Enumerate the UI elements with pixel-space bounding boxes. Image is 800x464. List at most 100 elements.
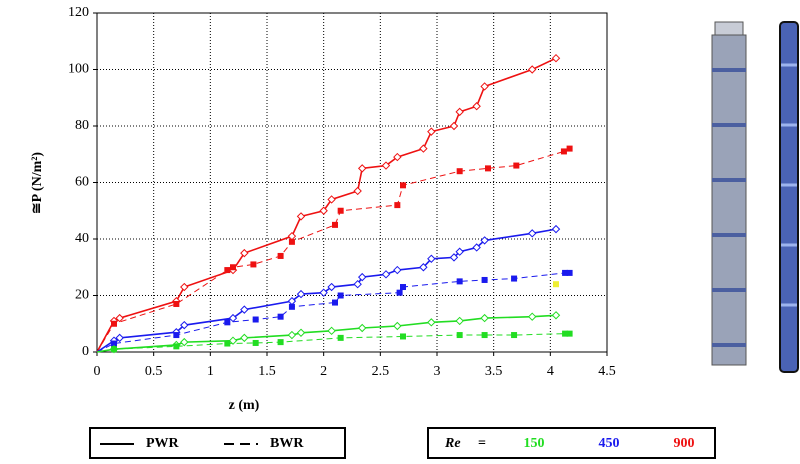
square-marker [485, 165, 491, 171]
x-tick-label: 0.5 [145, 364, 163, 379]
square-marker [482, 277, 488, 283]
diamond-marker [298, 329, 305, 336]
y-tick-label: 120 [68, 5, 89, 20]
pwr-assembly-illustration [712, 22, 746, 365]
diamond-marker [473, 103, 480, 110]
square-marker [457, 332, 463, 338]
square-marker [224, 319, 230, 325]
diamond-marker [420, 145, 427, 152]
diamond-marker [529, 230, 536, 237]
square-marker [513, 163, 519, 169]
diamond-marker [181, 284, 188, 291]
diamond-marker [529, 66, 536, 73]
x-tick-label: 2.5 [372, 364, 390, 379]
square-marker [400, 182, 406, 188]
square-marker [400, 333, 406, 339]
diamond-marker [354, 187, 361, 194]
square-marker [250, 261, 256, 267]
diamond-marker [428, 319, 435, 326]
diamond-marker [181, 339, 188, 346]
square-marker [332, 222, 338, 228]
diamond-marker [383, 271, 390, 278]
diamond-marker [288, 332, 295, 339]
diamond-marker [359, 165, 366, 172]
square-marker [338, 293, 344, 299]
square-marker [400, 284, 406, 290]
diamond-marker [359, 324, 366, 331]
square-marker [567, 146, 573, 152]
y-tick-label: 40 [75, 231, 89, 246]
diamond-marker [451, 123, 458, 130]
diamond-marker [394, 323, 401, 330]
legend-re-value: 900 [674, 436, 695, 451]
square-marker [173, 343, 179, 349]
series-line [97, 58, 556, 352]
diamond-marker [553, 226, 560, 233]
x-tick-label: 3 [434, 364, 441, 379]
square-marker [567, 331, 573, 337]
x-tick-label: 2 [320, 364, 327, 379]
square-marker [278, 339, 284, 345]
y-tick-label: 60 [75, 175, 89, 190]
diamond-marker [481, 315, 488, 322]
diamond-marker [553, 312, 560, 319]
legend-re-value: 450 [599, 436, 620, 451]
square-marker [561, 148, 567, 154]
diamond-marker [428, 128, 435, 135]
square-marker [253, 317, 259, 323]
diamond-marker [481, 83, 488, 90]
x-tick-label: 1 [207, 364, 214, 379]
square-marker [224, 341, 230, 347]
square-marker [457, 278, 463, 284]
diamond-marker [456, 317, 463, 324]
square-marker [289, 239, 295, 245]
legend-re-value: 150 [524, 436, 545, 451]
square-marker [397, 290, 403, 296]
diamond-marker [394, 267, 401, 274]
x-tick-label: 1.5 [258, 364, 276, 379]
square-marker [224, 267, 230, 273]
square-marker [567, 270, 573, 276]
bwr-assembly-illustration [780, 22, 798, 372]
y-tick-label: 20 [75, 288, 89, 303]
square-marker [338, 208, 344, 214]
y-axis-label: ≅P (N/m²) [30, 152, 45, 215]
legend-label: PWR [146, 436, 180, 451]
square-marker [111, 346, 117, 352]
square-marker [278, 253, 284, 259]
y-tick-label: 0 [82, 344, 89, 359]
x-tick-label: 4.5 [598, 364, 616, 379]
re-legend-box [428, 428, 715, 458]
diamond-marker [328, 327, 335, 334]
series-line [97, 149, 570, 352]
legend-label: BWR [270, 436, 304, 451]
square-marker [173, 301, 179, 307]
square-marker [111, 321, 117, 327]
x-tick-label: 0 [94, 364, 101, 379]
square-marker [253, 340, 259, 346]
square-marker [173, 332, 179, 338]
diamond-marker [456, 108, 463, 115]
x-tick-label: 3.5 [485, 364, 503, 379]
square-marker [553, 281, 559, 287]
diamond-marker [553, 55, 560, 62]
diamond-marker [241, 334, 248, 341]
square-marker [394, 202, 400, 208]
chart: z (m) ≅P (N/m²) Re = 0 20 40 60 80 100 120 0 0.5… [0, 0, 800, 464]
re-label: Re [444, 436, 461, 451]
diamond-marker [529, 313, 536, 320]
square-marker [289, 304, 295, 310]
square-marker [457, 168, 463, 174]
square-marker [511, 332, 517, 338]
square-marker [230, 264, 236, 270]
x-axis-label: z (m) [229, 398, 260, 413]
y-tick-label: 80 [75, 118, 89, 133]
re-sign: = [478, 436, 486, 451]
diamond-marker [298, 213, 305, 220]
square-marker [338, 335, 344, 341]
square-marker [511, 276, 517, 282]
y-tick-label: 100 [68, 62, 89, 77]
square-marker [482, 332, 488, 338]
x-tick-label: 4 [547, 364, 554, 379]
square-marker [278, 314, 284, 320]
